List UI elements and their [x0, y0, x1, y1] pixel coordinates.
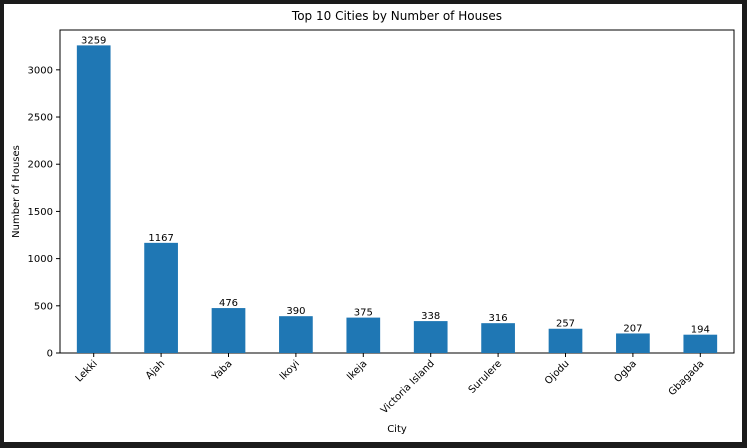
x-tick-label: Victoria Island [379, 358, 437, 416]
x-tick-label: Ajah [144, 358, 167, 381]
chart-window: Top 10 Cities by Number of Houses 0 500 10… [4, 4, 742, 442]
y-tick-label: 2000 [28, 160, 53, 171]
y-tick-label: 1000 [28, 254, 53, 265]
plot-area [59, 29, 735, 354]
bar-value-label: 375 [354, 308, 373, 319]
x-tick-label: Ogba [612, 358, 639, 385]
x-axis: Lekki Ajah Yaba Ikoyi Ikeja Victoria Island Su… [74, 353, 707, 416]
bar [683, 334, 718, 353]
bar-value-label: 476 [219, 298, 238, 309]
chart-title: Top 10 Cities by Number of Houses [291, 9, 502, 23]
bar [144, 242, 178, 353]
bar [279, 316, 313, 353]
bar-value-label: 257 [556, 319, 575, 330]
y-tick-label: 1500 [28, 207, 53, 218]
y-tick-label: 3000 [28, 65, 53, 76]
data-labels: 3259 1167 476 390 375 338 316 257 207 194 [81, 35, 710, 335]
x-tick-label: Gbagada [667, 358, 707, 398]
bar-value-label: 316 [489, 313, 508, 324]
bar [413, 321, 448, 353]
x-tick-label: Lekki [74, 358, 100, 384]
bar-value-label: 194 [691, 325, 710, 336]
bar-value-label: 207 [623, 323, 642, 334]
x-tick-label: Ojodu [543, 358, 572, 387]
y-axis: 0 500 1000 1500 2000 2500 3000 [28, 65, 60, 360]
bar [211, 308, 246, 353]
y-axis-title: Number of Houses [11, 145, 22, 238]
bar-value-label: 3259 [81, 35, 106, 46]
y-tick-label: 500 [34, 301, 53, 312]
y-tick-label: 2500 [28, 113, 53, 124]
bar [548, 328, 583, 353]
x-tick-label: Ikeja [345, 358, 369, 382]
x-tick-label: Surulere [467, 358, 505, 396]
x-axis-title: City [387, 424, 407, 435]
bar-chart: Top 10 Cities by Number of Houses 0 500 10… [11, 9, 735, 435]
bar-value-label: 338 [421, 311, 440, 322]
y-tick-label: 0 [47, 349, 53, 360]
bar [76, 45, 111, 353]
x-tick-label: Yaba [210, 358, 235, 383]
x-tick-label: Ikoyi [278, 358, 302, 382]
bar [346, 317, 381, 353]
bar-value-label: 390 [286, 306, 305, 317]
bar-value-label: 1167 [148, 233, 173, 244]
bars [76, 45, 718, 353]
bar [616, 333, 650, 353]
bar [481, 323, 515, 353]
